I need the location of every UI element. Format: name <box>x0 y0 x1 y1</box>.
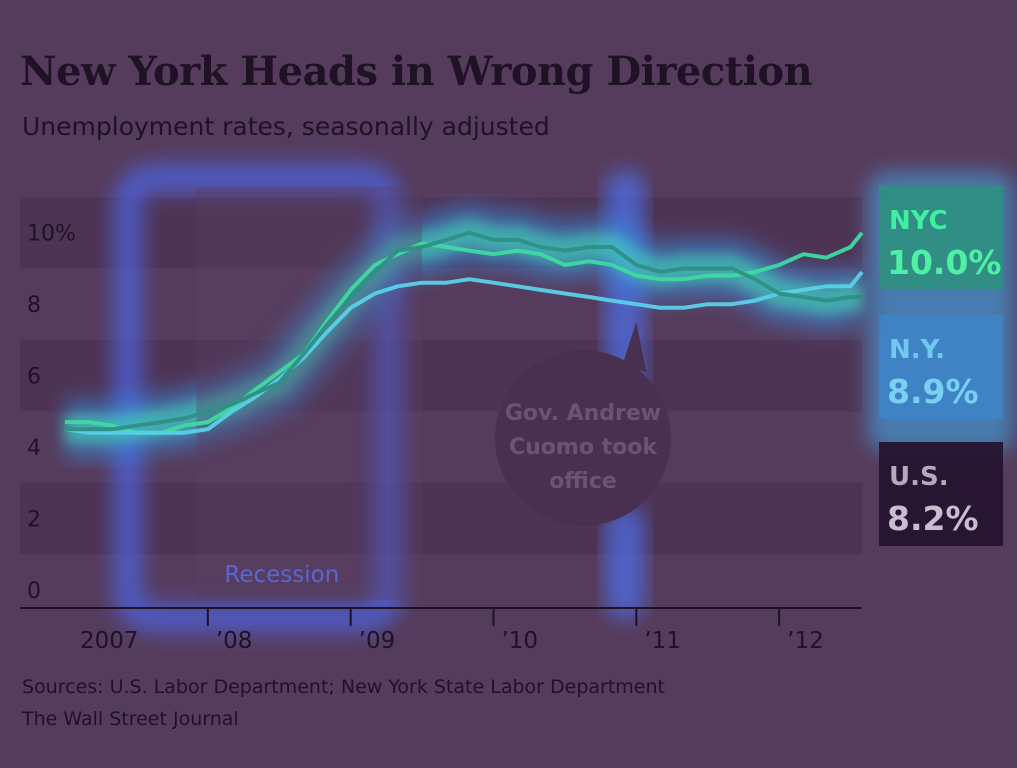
series-name: N.Y. <box>889 335 945 365</box>
y-tick-label: 0 <box>27 579 41 604</box>
y-tick-label: 4 <box>27 436 41 461</box>
x-tick-label: ’09 <box>359 628 396 654</box>
series-last-value: 8.2% <box>887 499 979 538</box>
annotation-bubble <box>495 350 671 526</box>
x-tick-label: 2007 <box>80 628 139 654</box>
chart-title: New York Heads in Wrong Direction <box>20 48 813 95</box>
glow-annot-bottom <box>605 505 645 620</box>
series-line-ny <box>64 270 864 435</box>
annotation-text: Gov. Andrew <box>505 401 661 426</box>
series-last-value: 10.0% <box>887 243 1002 282</box>
grid-band-0 <box>20 482 862 555</box>
x-tick-label: ’11 <box>644 628 681 654</box>
label-box-us <box>879 442 1003 546</box>
series-name: U.S. <box>889 462 949 492</box>
x-tick-label: ’12 <box>787 628 824 654</box>
annotation-text: Cuomo took <box>509 435 658 460</box>
series-line-nyc <box>65 231 864 435</box>
series-last-value: 8.9% <box>887 372 979 411</box>
recession-area <box>196 187 423 600</box>
y-tick-label: 8 <box>27 293 41 318</box>
x-tick-label: ’10 <box>501 628 538 654</box>
y-tick-label: 2 <box>27 508 41 533</box>
y-tick-label: 10% <box>27 222 76 247</box>
series-line-us <box>65 230 862 432</box>
annotation: Gov. Andrew Cuomo took office <box>495 322 671 526</box>
label-box-nyc <box>879 186 1003 290</box>
y-tick-label: 6 <box>27 365 41 390</box>
chart-subtitle: Unemployment rates, seasonally adjusted <box>22 112 550 141</box>
recession-shade: Recession <box>196 187 423 600</box>
chart-axes: 0 2 4 6 8 10% 2007 ’08 ’09 ’10 ’11 ’12 <box>20 222 862 654</box>
series-name: NYC <box>889 206 948 236</box>
label-box-ny <box>879 315 1003 419</box>
x-tick-label: ’08 <box>216 628 253 654</box>
series-lines <box>64 230 864 435</box>
annotation-pointer <box>622 322 647 372</box>
recession-label: Recession <box>224 562 339 588</box>
end-labels: NYC 10.0% N.Y. 8.9% U.S. 8.2% <box>879 186 1003 546</box>
annotation-text: office <box>549 469 617 494</box>
publisher-credit: The Wall Street Journal <box>22 708 239 730</box>
sources-note: Sources: U.S. Labor Department; New York… <box>22 676 665 698</box>
